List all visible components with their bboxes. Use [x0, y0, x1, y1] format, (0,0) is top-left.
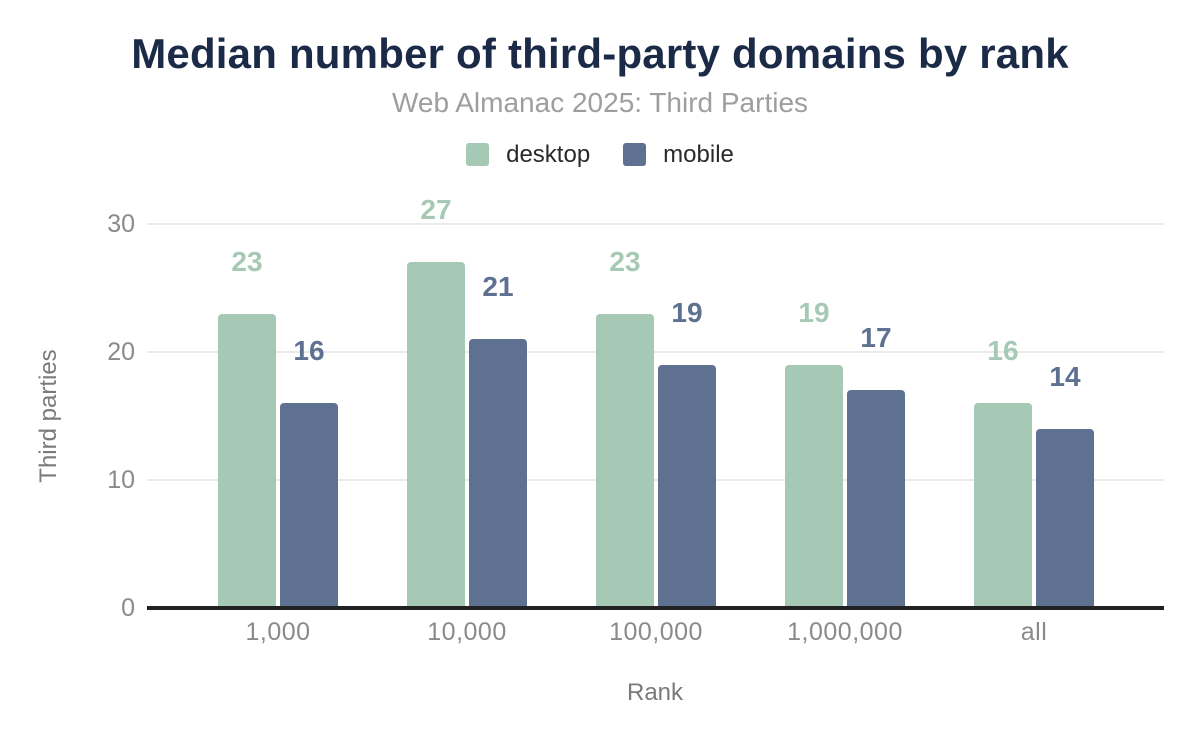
value-label-desktop-1000000: 19 — [798, 296, 830, 328]
bar-desktop-1000 — [218, 313, 276, 606]
value-label-mobile-1000: 16 — [293, 335, 325, 367]
value-label-mobile-100000: 19 — [671, 296, 703, 328]
chart-title: Median number of third-party domains by … — [131, 30, 1069, 77]
chart-subtitle: Web Almanac 2025: Third Parties — [391, 87, 809, 118]
y-tick-20: 20 — [107, 338, 135, 366]
bar-mobile-10000 — [469, 339, 527, 606]
x-axis-title: Rank — [626, 679, 684, 706]
gridline-20 — [147, 351, 1164, 353]
y-tick-10: 10 — [107, 466, 135, 494]
bar-desktop-1000000 — [785, 364, 843, 606]
value-label-desktop-100000: 23 — [609, 245, 641, 277]
bar-desktop-100000 — [596, 313, 654, 606]
bar-mobile-100000 — [658, 364, 716, 606]
bar-mobile-1000 — [280, 403, 338, 606]
bar-mobile-all — [1036, 428, 1094, 606]
bar-desktop-all — [974, 403, 1032, 606]
bar-mobile-1000000 — [847, 390, 905, 606]
legend: desktop mobile — [0, 141, 1200, 168]
value-label-desktop-1000: 23 — [231, 245, 263, 277]
legend-label-mobile: mobile — [663, 141, 734, 168]
x-axis-line — [147, 606, 1164, 610]
x-tick-1000: 1,000 — [245, 618, 311, 646]
legend-item-mobile: mobile — [623, 141, 734, 168]
gridline-10 — [147, 479, 1164, 481]
gridline-30 — [147, 223, 1164, 225]
y-tick-30: 30 — [107, 210, 135, 238]
value-label-mobile-10000: 21 — [482, 271, 514, 303]
value-label-mobile-all: 14 — [1049, 360, 1081, 392]
legend-label-desktop: desktop — [506, 141, 591, 168]
y-axis-title: Third parties — [35, 349, 62, 483]
y-tick-0: 0 — [121, 594, 135, 622]
value-label-desktop-10000: 27 — [420, 194, 452, 226]
x-tick-10000: 10,000 — [427, 618, 507, 646]
mobile-swatch-icon — [623, 143, 647, 166]
bar-desktop-10000 — [407, 262, 465, 606]
x-tick-1000000: 1,000,000 — [787, 618, 903, 646]
desktop-swatch-icon — [466, 143, 490, 166]
x-tick-all: all — [1020, 618, 1048, 646]
legend-item-desktop: desktop — [466, 141, 591, 168]
value-label-desktop-all: 16 — [987, 335, 1019, 367]
x-tick-100000: 100,000 — [609, 618, 703, 646]
value-label-mobile-1000000: 17 — [860, 322, 892, 354]
